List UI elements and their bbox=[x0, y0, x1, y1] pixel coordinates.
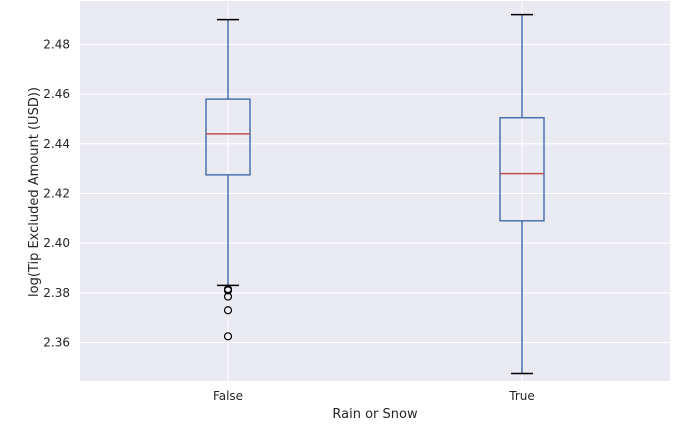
y-tick-label: 2.46 bbox=[43, 87, 70, 101]
plot-area bbox=[80, 1, 670, 381]
box-true bbox=[499, 13, 545, 375]
box-false bbox=[205, 18, 251, 341]
outlier-point bbox=[223, 306, 233, 315]
iqr-box bbox=[499, 116, 545, 222]
y-tick-label: 2.44 bbox=[43, 137, 70, 151]
outlier-point bbox=[223, 286, 233, 295]
y-tick-label: 2.40 bbox=[43, 236, 70, 250]
x-axis-label: Rain or Snow bbox=[332, 407, 418, 422]
outlier-point bbox=[223, 332, 233, 341]
y-tick-labels: 2.36 2.38 2.40 2.42 2.44 2.46 2.48 bbox=[43, 37, 70, 349]
y-tick-label: 2.42 bbox=[43, 186, 70, 200]
y-tick-label: 2.38 bbox=[43, 286, 70, 300]
y-axis-label: log(Tip Excluded Amount (USD)) bbox=[27, 87, 42, 297]
y-tick-label: 2.48 bbox=[43, 37, 70, 51]
iqr-box bbox=[205, 98, 251, 176]
x-tick-label: True bbox=[508, 389, 535, 403]
grid-lines bbox=[80, 1, 670, 381]
y-tick-label: 2.36 bbox=[43, 336, 70, 350]
x-tick-labels: False True bbox=[213, 389, 535, 403]
box-group bbox=[205, 13, 545, 375]
outlier-point bbox=[223, 292, 233, 301]
x-tick-label: False bbox=[213, 389, 243, 403]
